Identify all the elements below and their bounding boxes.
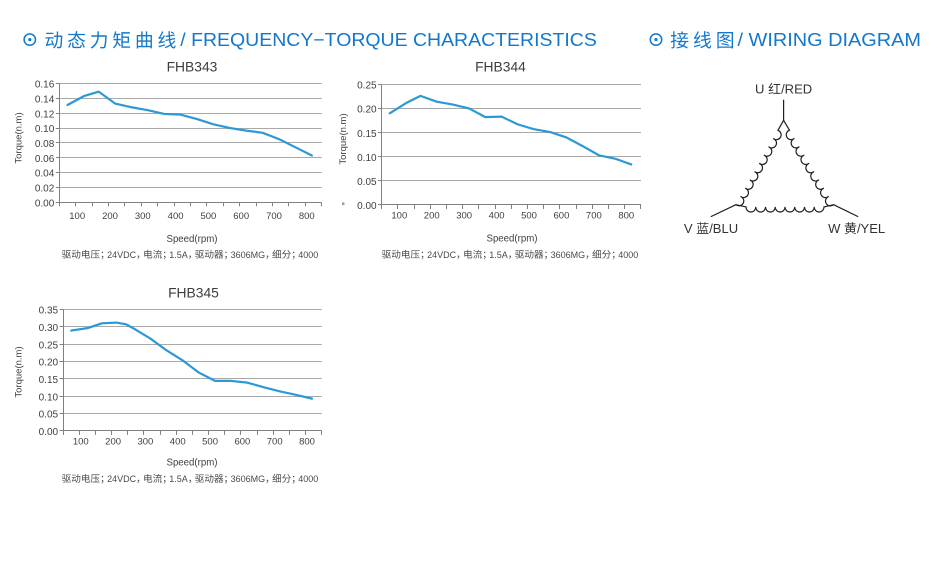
svg-text:3606MG: 3606MG	[231, 474, 266, 484]
svg-text:600: 600	[554, 210, 570, 221]
svg-text:700: 700	[267, 436, 283, 447]
svg-text:V: V	[684, 221, 693, 236]
svg-text:0.05: 0.05	[39, 410, 59, 421]
svg-text:/ WIRING DIAGRAM: / WIRING DIAGRAM	[738, 29, 922, 50]
svg-text:0.00: 0.00	[39, 427, 59, 438]
svg-text:0.05: 0.05	[357, 177, 377, 188]
svg-text:1.5A: 1.5A	[489, 250, 508, 260]
svg-text:100: 100	[391, 210, 407, 221]
svg-text:0.10: 0.10	[35, 124, 55, 135]
svg-text:3606MG: 3606MG	[231, 250, 266, 260]
svg-text:1.5A: 1.5A	[169, 474, 188, 484]
svg-text:300: 300	[456, 210, 472, 221]
svg-text:0.15: 0.15	[39, 375, 59, 386]
svg-text:400: 400	[168, 211, 184, 222]
svg-text:0.14: 0.14	[35, 95, 55, 106]
svg-text:FHB345: FHB345	[168, 286, 219, 301]
svg-text:/ FREQUENCY−TORQUE CHARACTERIS: / FREQUENCY−TORQUE CHARACTERISTICS	[180, 29, 597, 50]
svg-text:24VDC: 24VDC	[107, 474, 136, 484]
svg-text:700: 700	[266, 211, 282, 222]
svg-text:FHB344: FHB344	[475, 60, 526, 75]
svg-text:500: 500	[521, 210, 537, 221]
svg-text:200: 200	[102, 211, 118, 222]
svg-text:700: 700	[586, 210, 602, 221]
svg-text:Torque(n.m): Torque(n.m)	[14, 112, 25, 163]
svg-text:600: 600	[233, 211, 249, 222]
svg-text:/YEL: /YEL	[857, 221, 885, 236]
svg-text:300: 300	[135, 211, 151, 222]
svg-text:1.5A: 1.5A	[169, 250, 188, 260]
svg-text:800: 800	[618, 210, 634, 221]
svg-text:0.10: 0.10	[357, 153, 377, 164]
svg-text:Torque(n.m): Torque(n.m)	[338, 113, 349, 164]
svg-text:Speed(rpm): Speed(rpm)	[487, 234, 538, 245]
svg-text:0.08: 0.08	[35, 139, 55, 150]
svg-text:0.00: 0.00	[357, 201, 377, 212]
svg-text:100: 100	[73, 436, 89, 447]
svg-text:0.12: 0.12	[35, 109, 55, 120]
svg-text:0.30: 0.30	[39, 323, 59, 334]
svg-text:/BLU: /BLU	[709, 221, 738, 236]
svg-text:800: 800	[299, 436, 315, 447]
svg-text:0.35: 0.35	[39, 306, 59, 317]
svg-text:100: 100	[69, 211, 85, 222]
svg-text:W: W	[828, 221, 841, 236]
svg-text:4000: 4000	[298, 250, 318, 260]
svg-text:0.20: 0.20	[357, 105, 377, 116]
svg-text:4000: 4000	[298, 474, 318, 484]
svg-text:Speed(rpm): Speed(rpm)	[167, 234, 218, 245]
svg-text:0.25: 0.25	[357, 81, 377, 92]
svg-text:4000: 4000	[618, 250, 638, 260]
svg-text:500: 500	[200, 211, 216, 222]
svg-text:0.06: 0.06	[35, 154, 55, 165]
svg-text:24VDC: 24VDC	[427, 250, 456, 260]
svg-text:0.16: 0.16	[35, 80, 55, 91]
svg-text:800: 800	[299, 211, 315, 222]
svg-text:500: 500	[202, 436, 218, 447]
svg-text:0.15: 0.15	[357, 129, 377, 140]
svg-text:U: U	[755, 82, 764, 97]
svg-text:600: 600	[234, 436, 250, 447]
svg-text:3606MG: 3606MG	[551, 250, 586, 260]
svg-text:300: 300	[137, 436, 153, 447]
svg-text:0.02: 0.02	[35, 184, 55, 195]
svg-text:FHB343: FHB343	[167, 60, 218, 75]
svg-text:Speed(rpm): Speed(rpm)	[167, 458, 218, 469]
svg-text:0.20: 0.20	[39, 358, 59, 369]
svg-text:400: 400	[170, 436, 186, 447]
svg-text:/RED: /RED	[781, 82, 812, 97]
svg-text:Torque(n.m): Torque(n.m)	[14, 346, 25, 397]
svg-text:200: 200	[105, 436, 121, 447]
svg-text:24VDC: 24VDC	[107, 250, 136, 260]
svg-text:0.00: 0.00	[35, 198, 55, 209]
svg-text:200: 200	[424, 210, 440, 221]
svg-text:400: 400	[489, 210, 505, 221]
svg-text:0.25: 0.25	[39, 340, 59, 351]
svg-text:0.04: 0.04	[35, 169, 55, 180]
svg-text:0.10: 0.10	[39, 392, 59, 403]
